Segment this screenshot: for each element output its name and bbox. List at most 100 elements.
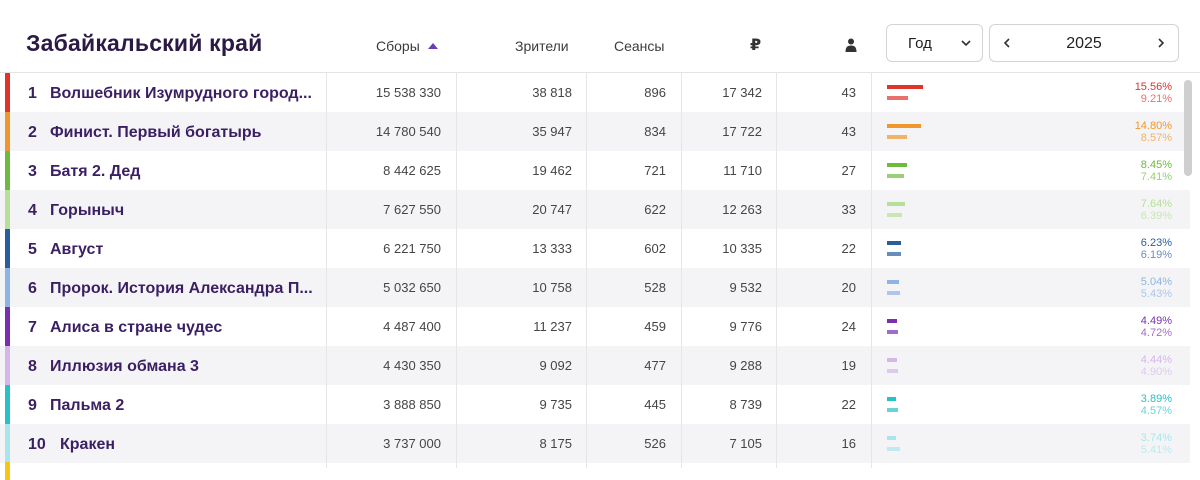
page-title: Забайкальский край [26,30,263,56]
share-bar-primary [887,397,896,401]
cell-gross: 7 627 550 [383,202,441,217]
chevron-left-icon[interactable] [1000,36,1014,50]
year-value: 2025 [1066,35,1102,52]
share-bar-primary [887,280,899,284]
film-title[interactable]: Август [50,241,104,258]
row-color-stripe [5,307,10,346]
cell-sessions: 477 [644,358,666,373]
share-bar-secondary [887,96,908,100]
cell-per-session: 16 [841,436,856,451]
share-bar-secondary [887,174,904,178]
column-divider [871,72,872,468]
share-percent-primary: 3.89% [1140,393,1172,405]
column-divider [586,72,587,468]
film-title[interactable]: Волшебник Изумрудного город... [50,85,312,102]
row-color-stripe [5,190,10,229]
table-row[interactable]: 5 Август 6 221 750 13 333 602 10 335 22 … [0,229,1190,268]
table-row[interactable]: 2 Финист. Первый богатырь 14 780 540 35 … [0,112,1190,151]
row-rank: 10 [28,436,46,453]
cell-gross: 5 032 650 [383,280,441,295]
period-select-value: Год [908,35,932,52]
table-row[interactable]: 4 Горыныч 7 627 550 20 747 622 12 263 33… [0,190,1190,229]
column-header-gross[interactable]: Сборы [376,38,438,54]
films-table: 1 Волшебник Изумрудного город... 15 538 … [0,72,1200,480]
row-rank: 2 [28,124,37,141]
cell-sessions: 896 [644,85,666,100]
table-row[interactable]: 1 Волшебник Изумрудного город... 15 538 … [0,73,1190,112]
row-color-stripe [5,151,10,190]
row-rank: 4 [28,202,37,219]
film-title[interactable]: Алиса в стране чудес [50,319,223,336]
chevron-down-icon [961,40,971,47]
row-rank: 3 [28,163,37,180]
table-row[interactable]: 3 Батя 2. Дед 8 442 625 19 462 721 11 71… [0,151,1190,190]
share-percent-secondary: 7.41% [1140,171,1172,183]
column-divider [681,72,682,468]
cell-ticket-price: 17 722 [722,124,762,139]
share-bar-primary [887,124,921,128]
film-title[interactable]: Иллюзия обмана 3 [50,358,199,375]
cell-viewers: 9 735 [539,397,572,412]
sort-ascending-icon [427,43,438,49]
share-bar-secondary [887,447,900,451]
table-row[interactable]: 10 Кракен 3 737 000 8 175 526 7 105 16 3… [0,424,1190,463]
share-bar-primary [887,241,901,245]
share-bar-primary [887,319,897,323]
chevron-right-icon[interactable] [1154,36,1168,50]
cell-gross: 3 888 850 [383,397,441,412]
cell-sessions: 526 [644,436,666,451]
film-title[interactable]: Батя 2. Дед [50,163,141,180]
share-bar-primary [887,202,905,206]
cell-gross: 8 442 625 [383,163,441,178]
row-rank: 6 [28,280,37,297]
cell-per-session: 22 [841,241,856,256]
cell-ticket-price: 17 342 [722,85,762,100]
row-color-stripe [5,268,10,307]
table-row[interactable]: 6 Пророк. История Александра П... 5 032 … [0,268,1190,307]
cell-per-session: 43 [841,85,856,100]
person-icon[interactable] [845,38,857,52]
film-title[interactable]: Финист. Первый богатырь [50,124,262,141]
cell-per-session: 33 [841,202,856,217]
cell-gross: 15 538 330 [375,85,441,100]
column-divider [776,72,777,468]
share-bar-secondary [887,213,902,217]
table-row[interactable]: 9 Пальма 2 3 888 850 9 735 445 8 739 22 … [0,385,1190,424]
table-row[interactable]: 7 Алиса в стране чудес 4 487 400 11 237 … [0,307,1190,346]
cell-ticket-price: 8 739 [729,397,762,412]
cell-ticket-price: 11 710 [723,163,762,178]
film-title[interactable]: Пророк. История Александра П... [50,280,313,297]
row-rank: 1 [28,85,37,102]
cell-viewers: 8 175 [539,436,572,451]
vertical-scrollbar[interactable] [1184,80,1192,176]
column-header-ticket-price[interactable]: ₽ [750,37,762,54]
film-title[interactable]: Горыныч [50,202,125,219]
cell-sessions: 721 [644,163,666,178]
film-title[interactable]: Кракен [60,436,116,453]
row-rank: 5 [28,241,37,258]
column-header-viewers[interactable]: Зрители [515,38,569,54]
row-color-stripe [5,73,10,112]
column-divider [326,72,327,468]
period-select[interactable]: Год [886,24,983,62]
table-row[interactable]: 8 Иллюзия обмана 3 4 430 350 9 092 477 9… [0,346,1190,385]
year-navigator: 2025 [989,24,1179,62]
film-title[interactable]: Пальма 2 [50,397,125,414]
cell-viewers: 9 092 [539,358,572,373]
row-color-stripe [5,229,10,268]
share-percent-primary: 6.23% [1140,237,1172,249]
cell-gross: 3 737 000 [383,436,441,451]
column-header-sessions[interactable]: Сеансы [614,38,665,54]
cell-per-session: 19 [841,358,856,373]
column-divider [456,72,457,468]
row-rank: 8 [28,358,37,375]
cell-viewers: 13 333 [532,241,572,256]
cell-viewers: 38 818 [532,85,572,100]
cell-ticket-price: 9 776 [729,319,762,334]
share-percent-primary: 4.44% [1140,354,1172,366]
row-color-stripe [5,385,10,424]
cell-sessions: 602 [644,241,666,256]
share-percent-secondary: 9.21% [1140,93,1172,105]
cell-sessions: 834 [644,124,666,139]
share-percent-secondary: 4.57% [1140,405,1172,417]
